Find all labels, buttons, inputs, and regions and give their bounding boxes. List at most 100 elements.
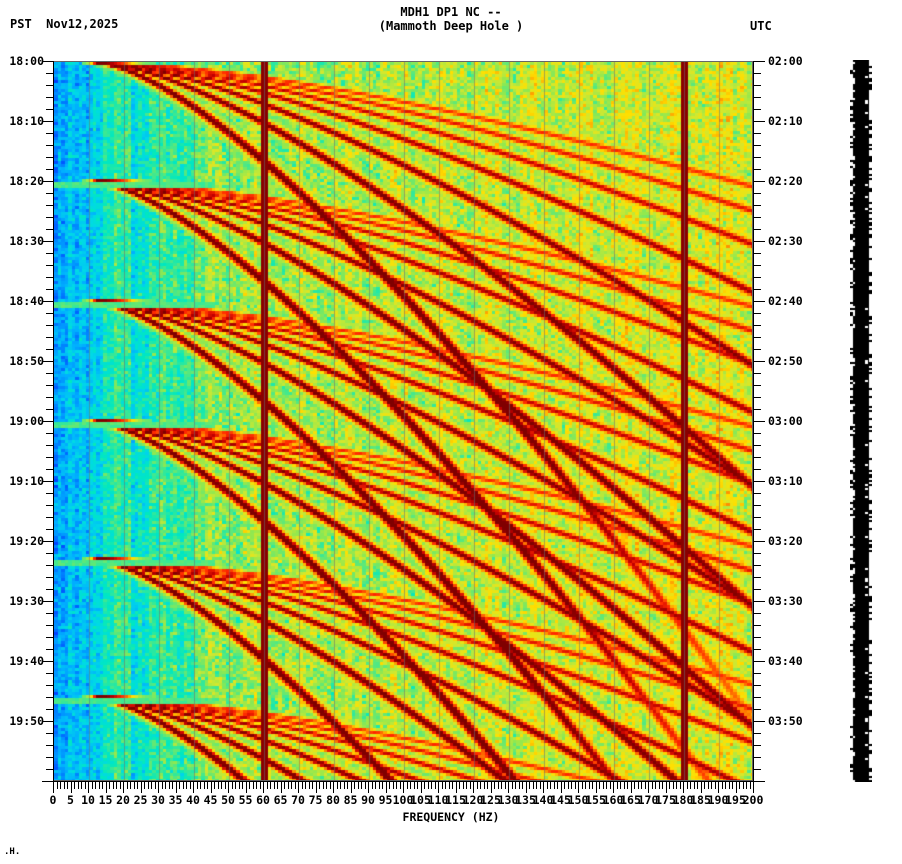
time-label-right: 02:50	[768, 354, 803, 368]
frequency-tick-minor	[259, 782, 261, 789]
frequency-tick	[123, 782, 124, 793]
time-tick-minor-right	[754, 673, 761, 674]
time-tick-minor-right	[754, 409, 761, 410]
time-tick-minor-right	[754, 493, 761, 494]
frequency-label: 200	[742, 793, 764, 807]
time-tick-minor-right	[754, 205, 761, 206]
frequency-tick-minor	[196, 782, 198, 789]
frequency-tick-minor	[536, 782, 537, 789]
time-label-right: 02:40	[768, 294, 803, 308]
frequency-label: 150	[567, 793, 589, 807]
frequency-tick	[525, 782, 527, 793]
frequency-label: 50	[221, 793, 235, 807]
time-tick-major-right	[754, 361, 765, 362]
time-label-right: 03:20	[768, 534, 803, 548]
frequency-tick-minor	[746, 782, 747, 789]
frequency-tick-minor	[445, 782, 446, 789]
frequency-tick	[683, 782, 684, 793]
time-tick-minor-right	[754, 577, 761, 578]
frequency-tick	[473, 782, 474, 793]
frequency-tick	[245, 782, 247, 793]
frequency-label: 30	[151, 793, 165, 807]
frequency-tick-minor	[634, 782, 635, 789]
frequency-tick-minor	[130, 782, 131, 789]
time-tick-minor-left	[46, 109, 53, 110]
frequency-tick-minor	[242, 782, 243, 789]
time-tick-major-right	[754, 181, 765, 182]
frequency-label: 40	[186, 793, 200, 807]
time-tick-minor-left	[46, 505, 53, 506]
frequency-tick-minor	[728, 782, 730, 789]
time-tick-minor-left	[46, 493, 53, 494]
frequency-tick-minor	[494, 782, 495, 789]
time-tick-minor-right	[754, 433, 761, 434]
time-tick-minor-left	[46, 337, 53, 338]
frequency-tick-minor	[74, 782, 75, 789]
frequency-tick-minor	[172, 782, 173, 789]
frequency-tick-minor	[693, 782, 695, 789]
frequency-label: 0	[49, 793, 57, 807]
frequency-tick	[175, 782, 177, 793]
time-tick-minor-left	[46, 229, 53, 230]
frequency-tick	[718, 782, 719, 793]
frequency-tick-minor	[154, 782, 156, 789]
frequency-tick-minor	[606, 782, 607, 789]
frequency-tick-minor	[483, 782, 485, 789]
time-tick-minor-left	[46, 205, 53, 206]
time-tick-minor-right	[754, 397, 761, 398]
frequency-tick-minor	[497, 782, 499, 789]
frequency-tick	[158, 782, 159, 793]
time-tick-minor-right	[754, 625, 761, 626]
frequency-tick-minor	[452, 782, 453, 789]
frequency-tick-minor	[389, 782, 390, 789]
frequency-tick-minor	[459, 782, 460, 789]
frequency-tick	[665, 782, 667, 793]
frequency-tick-minor	[249, 782, 250, 789]
frequency-tick	[735, 782, 737, 793]
frequency-tick-minor	[424, 782, 425, 789]
frequency-label: 195	[725, 793, 746, 807]
frequency-tick-minor	[714, 782, 716, 789]
time-tick-minor-right	[754, 697, 761, 698]
frequency-tick-minor	[532, 782, 534, 789]
time-tick-minor-left	[46, 565, 53, 566]
time-tick-minor-right	[754, 457, 761, 458]
time-tick-minor-right	[754, 637, 761, 638]
frequency-tick-minor	[116, 782, 117, 789]
frequency-tick-minor	[102, 782, 103, 789]
frequency-label: 105	[410, 793, 431, 807]
time-label-left: 18:20	[9, 174, 44, 188]
frequency-label: 75	[308, 793, 323, 807]
corner-artifact-mark: .H.	[4, 847, 21, 857]
frequency-tick	[560, 782, 562, 793]
frequency-tick-minor	[291, 782, 292, 789]
frequency-tick-minor	[585, 782, 586, 789]
frequency-tick-minor	[147, 782, 149, 789]
frequency-tick-minor	[231, 782, 233, 789]
frequency-tick-minor	[574, 782, 576, 789]
time-tick-minor-right	[754, 517, 761, 518]
frequency-tick-minor	[277, 782, 278, 789]
frequency-tick	[648, 782, 649, 793]
time-tick-minor-left	[46, 577, 53, 578]
frequency-tick-minor	[749, 782, 751, 789]
frequency-tick-minor	[441, 782, 443, 789]
frequency-tick-minor	[539, 782, 541, 789]
time-label-left: 19:10	[9, 474, 44, 488]
time-tick-minor-right	[754, 325, 761, 326]
time-label-left: 18:30	[9, 234, 44, 248]
frequency-tick	[105, 782, 107, 793]
frequency-tick	[280, 782, 282, 793]
frequency-tick-minor	[378, 782, 380, 789]
time-tick-minor-left	[46, 529, 53, 530]
frequency-label: 45	[203, 793, 218, 807]
frequency-tick-minor	[434, 782, 436, 789]
frequency-tick-minor	[168, 782, 170, 789]
frequency-label: 95	[378, 793, 393, 807]
frequency-tick-minor	[119, 782, 121, 789]
frequency-tick-minor	[690, 782, 691, 789]
frequency-label: 65	[273, 793, 288, 807]
spectrogram-plot[interactable]	[53, 61, 753, 781]
frequency-label: 190	[707, 793, 729, 807]
frequency-tick	[385, 782, 387, 793]
